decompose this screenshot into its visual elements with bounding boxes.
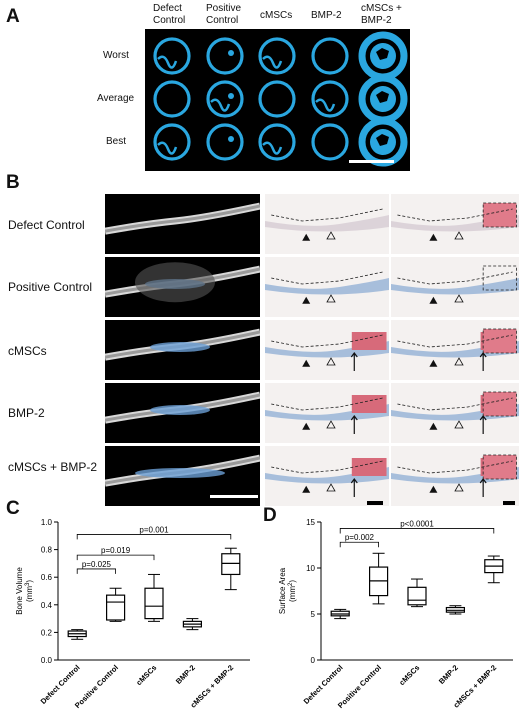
microct-cross-section — [258, 80, 296, 118]
box-plot — [182, 618, 202, 631]
y-tick-label: 0.8 — [41, 546, 53, 555]
x-tick-label: Defect Control — [39, 663, 82, 706]
y-axis-label: Bone Volume(mm3) — [15, 567, 34, 615]
p-value-label: p=0.001 — [139, 525, 169, 534]
panel-a-col-header: Positive Control — [206, 3, 242, 26]
microct-cross-section — [153, 80, 191, 118]
histology-image — [265, 194, 389, 254]
panel-b-row-label: cMSCs + BMP-2 — [8, 460, 98, 474]
x-tick-label: BMP-2 — [437, 663, 460, 686]
p-value-label: p=0.019 — [101, 546, 131, 555]
histology-image — [265, 383, 389, 443]
y-tick-label: 0.6 — [41, 573, 53, 582]
histology-image — [391, 446, 519, 506]
panel-a-col-header: cMSCs + BMP-2 — [361, 3, 402, 26]
box-plot — [67, 629, 87, 640]
box-plot — [330, 608, 350, 620]
panel-a-row-label: Worst — [103, 50, 129, 61]
panel-a-row-label: Best — [106, 136, 127, 147]
histology-image — [265, 446, 389, 506]
microct-cross-section — [258, 37, 296, 75]
microct-cross-section — [206, 37, 244, 75]
microct-longitudinal-image — [104, 194, 261, 254]
histology-image — [265, 257, 389, 317]
x-tick-label: cMSCs — [134, 663, 158, 687]
y-tick-label: 0 — [311, 656, 316, 665]
y-tick-label: 0.0 — [41, 656, 53, 665]
box-plot — [105, 587, 126, 622]
panel-a-microct-grid — [145, 29, 410, 171]
scale-bar — [367, 501, 383, 505]
box-plot — [484, 555, 504, 584]
box-plot — [407, 578, 427, 608]
box-plot — [221, 547, 241, 591]
significance-bracket — [76, 568, 116, 574]
panel-c-letter: C — [6, 498, 20, 519]
p-value-label: p=0.002 — [345, 533, 375, 542]
microct-cross-section — [153, 123, 191, 161]
microct-longitudinal-image — [104, 383, 261, 443]
x-tick-label: cMSCs — [397, 663, 421, 687]
panel-a-col-header: cMSCs — [260, 10, 293, 21]
panel-a-rings — [153, 31, 408, 167]
box-plot — [144, 573, 164, 622]
scale-bar — [349, 160, 394, 163]
histology-image — [391, 194, 519, 254]
panel-a-col-header: Defect Control — [153, 3, 186, 26]
significance-bracket — [339, 541, 379, 548]
microct-cross-section — [358, 31, 408, 81]
microct-cross-section — [206, 123, 244, 161]
y-tick-label: 0.2 — [41, 628, 53, 637]
histology-image — [265, 320, 389, 380]
microct-cross-section — [206, 80, 244, 118]
microct-longitudinal-image — [104, 257, 261, 317]
p-value-label: p<0.0001 — [400, 519, 434, 528]
panel-d-letter: D — [263, 505, 277, 526]
microct-cross-section — [358, 74, 408, 124]
scale-bar — [503, 501, 515, 505]
panel-b-letter: B — [6, 172, 20, 193]
bone-volume-chart: 0.0 0.2 0.4 0.6 0.8 1.0 Bone Volume(mm3) Defect… — [15, 518, 250, 710]
significance-bracket — [76, 554, 155, 561]
microct-cross-section — [258, 123, 296, 161]
x-tick-label: BMP-2 — [174, 663, 197, 686]
y-tick-label: 15 — [306, 518, 315, 527]
microct-cross-section — [311, 37, 349, 75]
y-tick-label: 10 — [306, 564, 315, 573]
microct-cross-section — [311, 123, 349, 161]
microct-longitudinal-image — [104, 446, 261, 506]
panel-a-letter: A — [6, 6, 20, 27]
histology-image — [391, 383, 519, 443]
y-tick-label: 0.4 — [41, 601, 53, 610]
panel-b-row-label: Defect Control — [8, 218, 85, 232]
x-tick-label: Defect Control — [302, 663, 345, 706]
significance-bracket — [76, 534, 232, 540]
microct-cross-section — [153, 37, 191, 75]
microct-cross-section — [358, 117, 408, 167]
y-tick-label: 1.0 — [41, 518, 53, 527]
microct-cross-section — [311, 80, 349, 118]
panel-a-row-label: Average — [97, 93, 135, 104]
scale-bar — [210, 495, 258, 498]
box-plot — [368, 552, 389, 605]
y-tick-label: 5 — [311, 610, 316, 619]
y-axis-label: Surface Area(mm2) — [278, 567, 297, 614]
histology-image — [391, 320, 519, 380]
box-plot — [445, 605, 465, 615]
histology-image — [391, 257, 519, 317]
microct-longitudinal-image — [104, 320, 261, 380]
panel-a-col-header: BMP-2 — [311, 10, 342, 21]
p-value-label: p=0.025 — [82, 560, 112, 569]
panel-b-row-label: cMSCs — [8, 344, 47, 358]
panel-b-row-label: Positive Control — [8, 280, 93, 294]
panel-b-row-label: BMP-2 — [8, 406, 45, 420]
significance-bracket — [339, 528, 495, 534]
